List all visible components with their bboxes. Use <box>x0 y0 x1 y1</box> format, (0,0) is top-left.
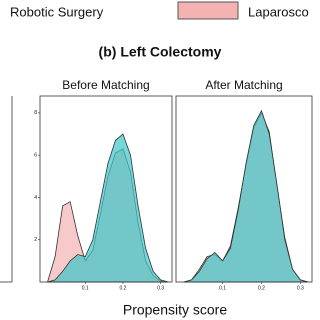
density-area <box>47 133 169 283</box>
panel-title: Before Matching <box>62 78 149 92</box>
x-tick-label: 0.2 <box>119 285 126 291</box>
x-tick-label: 0.1 <box>219 285 226 291</box>
y-tick-label: 8 <box>34 110 37 116</box>
legend-label: Laparosco <box>248 4 309 19</box>
x-tick-label: 0.2 <box>258 285 265 291</box>
panel-title: After Matching <box>205 78 282 92</box>
density-area <box>183 109 309 283</box>
x-tick-label: 0.3 <box>297 285 304 291</box>
panel-border <box>175 95 313 283</box>
y-tick-label: 4 <box>34 195 37 201</box>
figure-title: (b) Left Colectomy <box>99 44 222 60</box>
panel-border <box>39 95 173 283</box>
y-tick-label: 2 <box>34 237 37 243</box>
y-tick-label: 6 <box>34 153 37 159</box>
x-tick-label: 0.3 <box>157 285 164 291</box>
x-tick-label: 0.1 <box>82 285 89 291</box>
legend-label: Robotic Surgery <box>10 4 104 19</box>
legend-key <box>177 1 239 20</box>
x-axis-label: Propensity score <box>123 302 227 318</box>
